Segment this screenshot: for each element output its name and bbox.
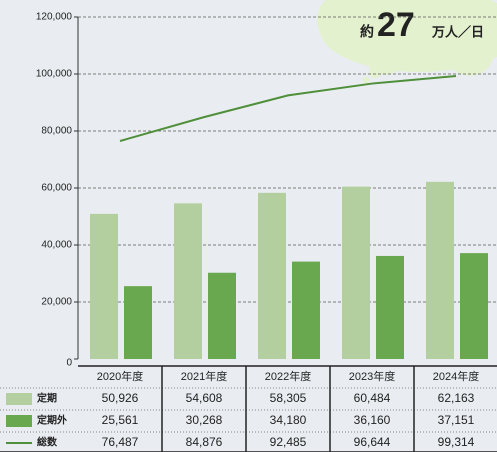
x-tick-label: 2024年度	[433, 369, 479, 383]
bar	[376, 256, 404, 359]
bar	[292, 262, 320, 359]
table-value: 76,487	[102, 435, 139, 449]
x-tick-label: 2023年度	[349, 369, 395, 383]
y-tick-label: 0	[66, 358, 72, 369]
table-value: 84,876	[186, 435, 223, 449]
table-value: 62,163	[438, 391, 475, 405]
legend-swatch	[6, 415, 32, 427]
annotation-prefix: 約	[360, 24, 374, 40]
legend-label: 定期	[37, 392, 57, 405]
bar	[426, 182, 454, 359]
table-value: 50,926	[102, 391, 139, 405]
bar	[208, 273, 236, 359]
y-tick-label: 120,000	[36, 12, 73, 23]
table-value: 92,485	[270, 435, 307, 449]
table-value: 54,608	[186, 391, 223, 405]
y-tick-label: 100,000	[36, 69, 73, 80]
table-value: 96,644	[354, 435, 391, 449]
bar	[258, 193, 286, 359]
legend-swatch	[6, 393, 32, 405]
x-tick-label: 2022年度	[265, 369, 311, 383]
table-value: 37,151	[438, 413, 475, 427]
bar	[90, 214, 118, 359]
table-value: 58,305	[270, 391, 307, 405]
x-tick-label: 2021年度	[181, 369, 227, 383]
y-tick-label: 80,000	[41, 126, 72, 137]
table-value: 99,314	[438, 435, 475, 449]
legend-label: 総数	[37, 436, 58, 449]
table-value: 60,484	[354, 391, 391, 405]
x-tick-label: 2020年度	[97, 369, 143, 383]
bar	[342, 187, 370, 359]
chart: 約 27 万人／日 0 20,000 40,000 60,000 80,000 100,0…	[0, 0, 497, 452]
y-tick-label: 20,000	[41, 297, 72, 308]
bar	[460, 253, 488, 359]
table-value: 30,268	[186, 413, 223, 427]
table-value: 34,180	[270, 413, 307, 427]
legend-label: 定期外	[37, 414, 67, 427]
y-tick-label: 60,000	[41, 183, 72, 194]
annotation-suffix: 万人／日	[431, 24, 484, 39]
table-value: 25,561	[102, 413, 139, 427]
bar	[124, 286, 152, 359]
y-tick-label: 40,000	[41, 240, 72, 251]
table-value: 36,160	[354, 413, 391, 427]
bar	[174, 203, 202, 359]
annotation-number: 27	[377, 6, 415, 44]
